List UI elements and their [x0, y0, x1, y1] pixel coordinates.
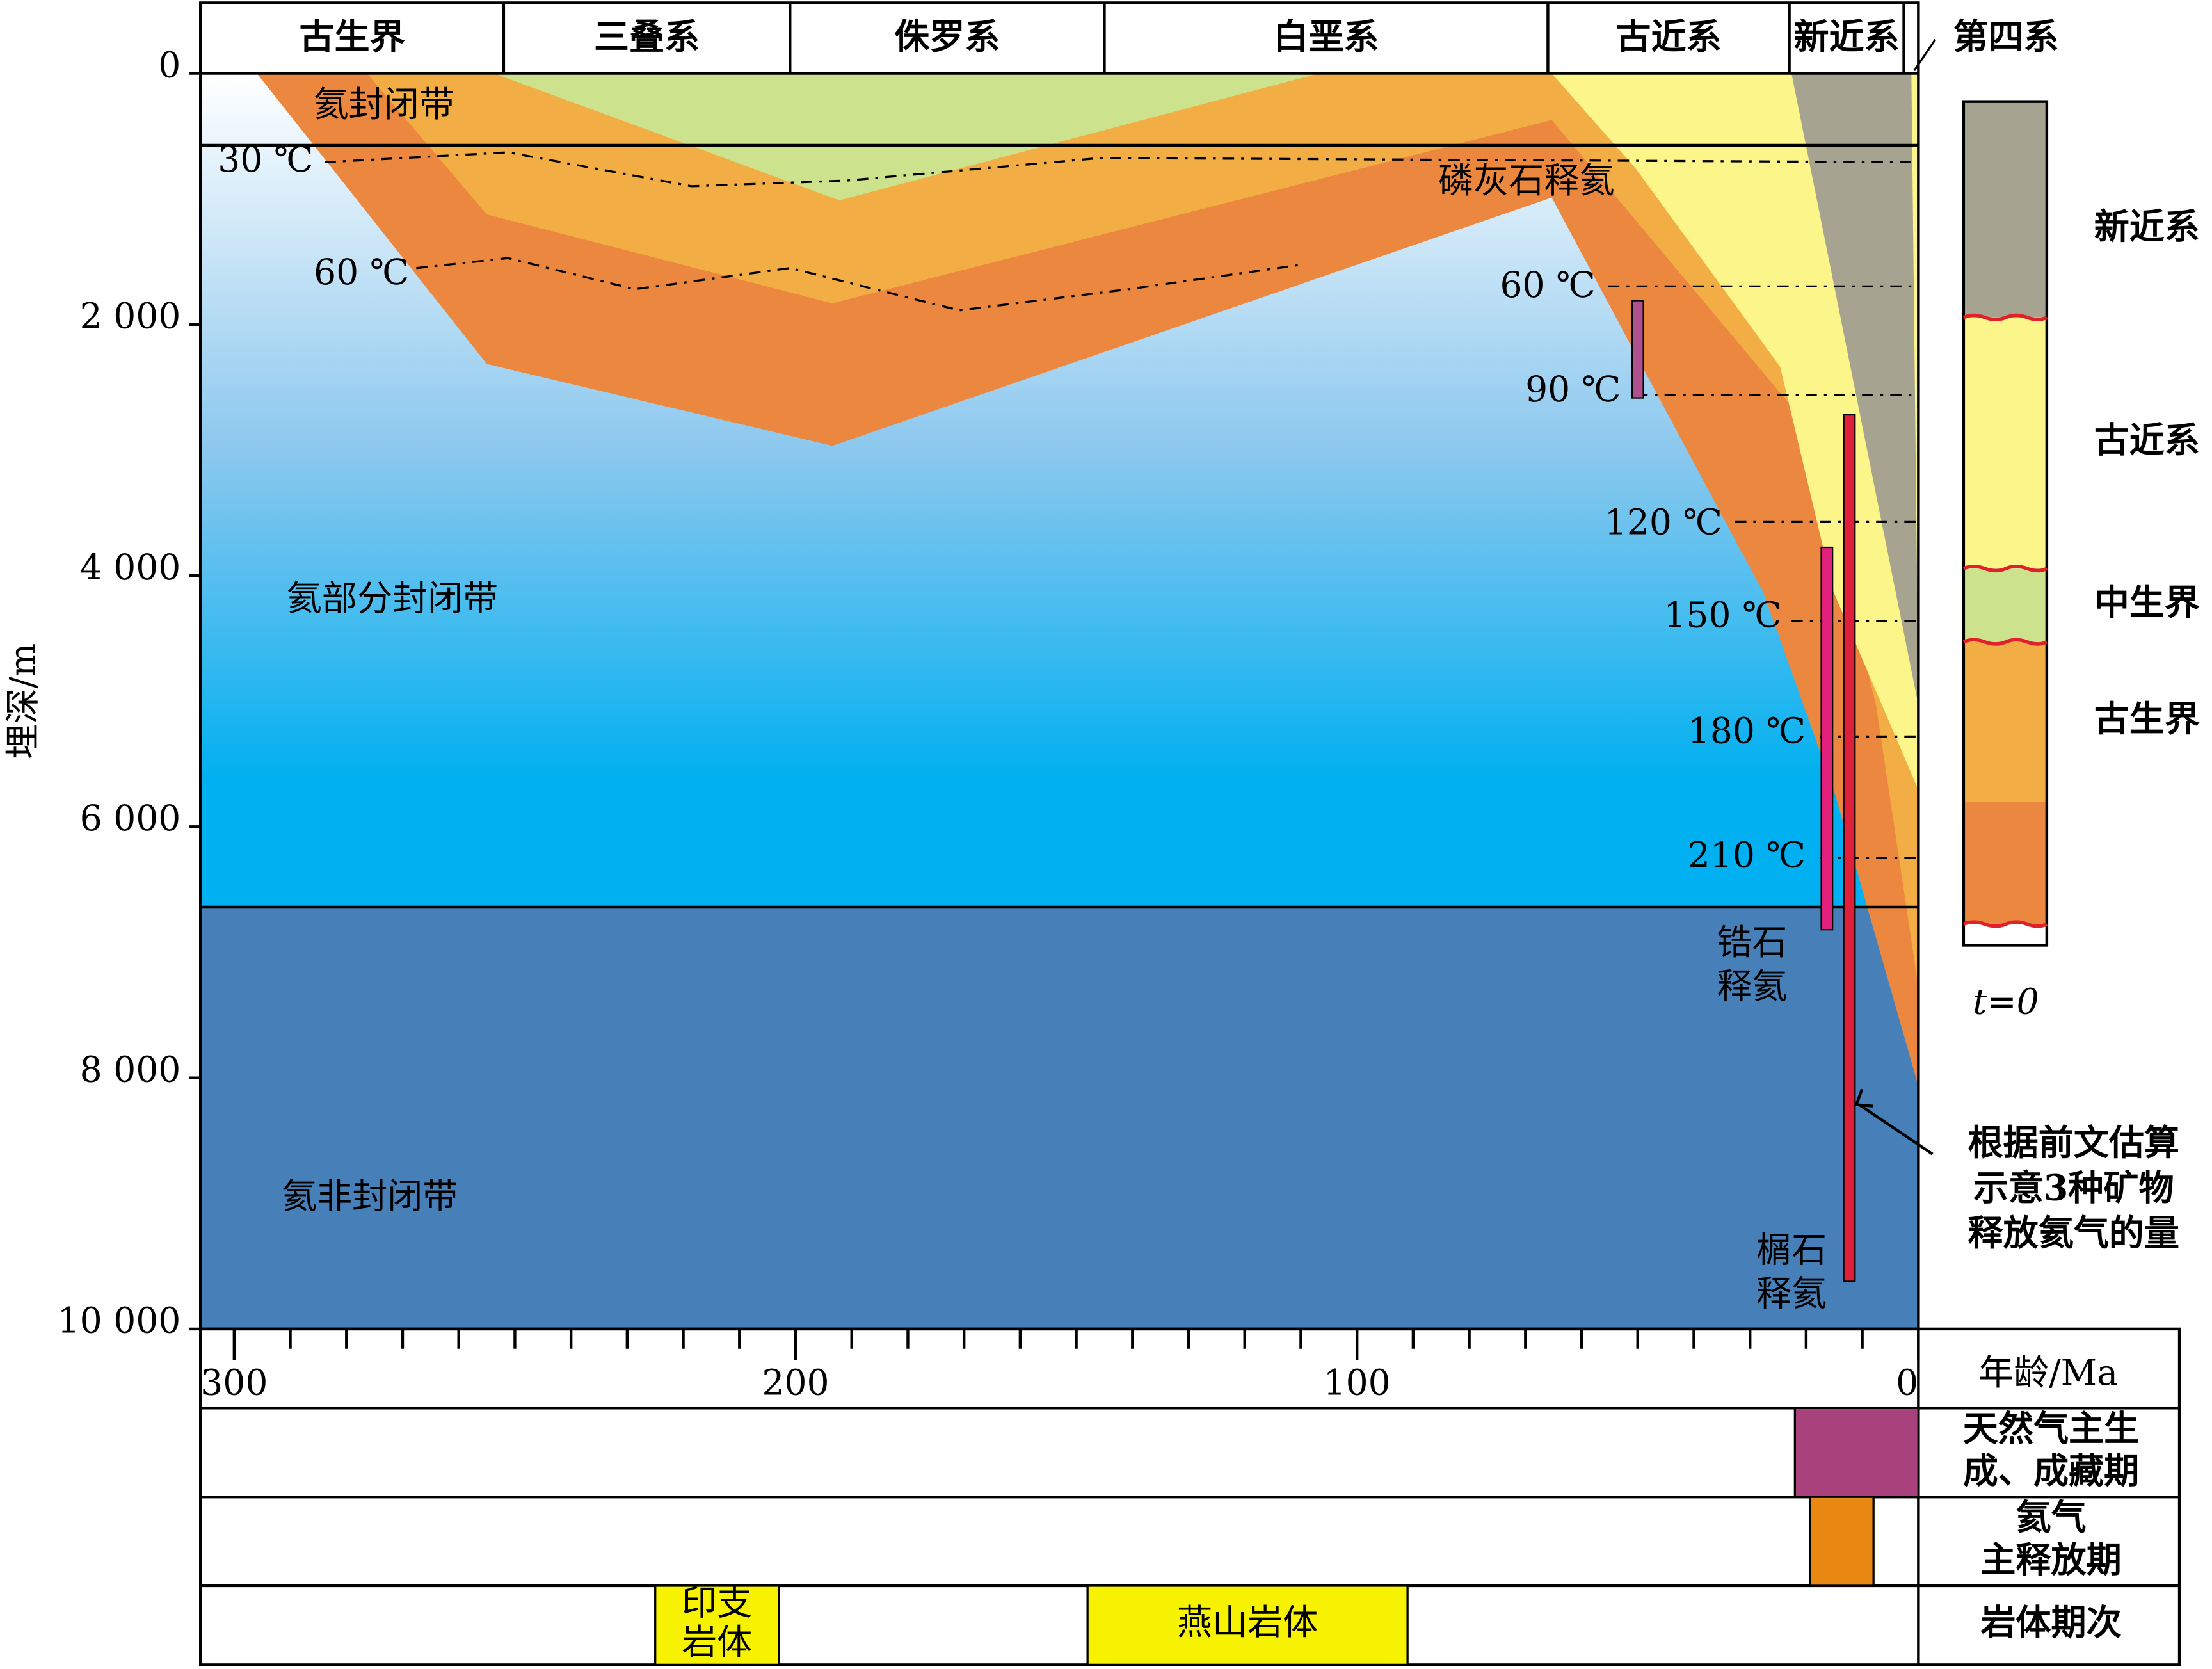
unconformity — [1962, 920, 2048, 928]
x-tick-label: 200 — [762, 1362, 829, 1403]
note-arrowhead — [1854, 1088, 1874, 1108]
temperature-label: 150 ℃ — [1663, 595, 1781, 636]
period-label: 白垩系 — [1273, 15, 1379, 57]
mineral-label: 释氦 — [1717, 965, 1787, 1006]
bar-label: 岩体 — [682, 1622, 752, 1663]
x-tick-label: 300 — [200, 1362, 268, 1403]
temperature-label: 180 ℃ — [1688, 710, 1806, 751]
row-label: 成、成藏期 — [1963, 1449, 2139, 1491]
mineral-label: 释氦 — [1756, 1273, 1827, 1314]
x-tick-label: 0 — [1896, 1362, 1918, 1403]
mineral-label: 磷灰石释氦 — [1438, 160, 1614, 201]
period-label: 古近系 — [1615, 15, 1721, 57]
mineral-label: 榍石 — [1756, 1229, 1827, 1270]
x-tick-label: 100 — [1324, 1362, 1391, 1403]
temperature-label: 120 ℃ — [1605, 501, 1722, 542]
temperature-label: 30 ℃ — [218, 139, 313, 180]
temperature-label: 90 ℃ — [1525, 369, 1621, 410]
period-label: 三叠系 — [594, 15, 700, 57]
period-label: 侏罗系 — [894, 15, 1000, 57]
period-label: 新近系 — [1793, 15, 1899, 57]
leader — [1913, 38, 1937, 72]
x-axis-label: 年龄/Ma — [1978, 1352, 2118, 1393]
paleogene — [1551, 73, 1919, 791]
note: 释放氦气的量 — [1968, 1212, 2179, 1254]
paleozoic-lower — [257, 73, 1919, 1086]
note: 示意3种矿物 — [1973, 1167, 2174, 1209]
period-bar — [1809, 1496, 1875, 1587]
unconformity — [1962, 638, 2048, 646]
mineral-label: 锆石 — [1717, 922, 1787, 963]
period-label: 古生界 — [299, 15, 405, 57]
temperature-label: 210 ℃ — [1688, 834, 1806, 875]
mesozoic — [493, 73, 1319, 200]
bar-label: 燕山岩体 — [1177, 1602, 1318, 1643]
isotherms — [325, 151, 1919, 859]
isotherm — [416, 257, 1298, 312]
row-label: 天然气主生 — [1963, 1407, 2139, 1449]
row-label: 岩体期次 — [1980, 1601, 2121, 1643]
period-outside: 第四系 — [1953, 15, 2058, 57]
zone-label: 氦非封闭带 — [282, 1176, 458, 1217]
strata — [200, 73, 1919, 1329]
zone-label: 氦部分封闭带 — [287, 577, 498, 618]
y-tick-label: 8 000 — [80, 1049, 181, 1090]
bar-label: 印支 — [682, 1582, 752, 1623]
zone-open — [200, 907, 1919, 1329]
legend-label: 中生界 — [2094, 581, 2200, 623]
mineral-bar — [1820, 546, 1834, 931]
note: 根据前文估算 — [1968, 1122, 2179, 1163]
y-tick-label: 10 000 — [58, 1300, 181, 1341]
mineral-bar — [1631, 300, 1644, 399]
period-bar — [1086, 1584, 1409, 1666]
y-tick-label: 2 000 — [80, 296, 181, 337]
period-bar — [654, 1584, 780, 1666]
unconformity — [1962, 565, 2048, 573]
legend-swatch — [1963, 801, 2047, 924]
legend-swatch — [1963, 101, 2047, 318]
temperature-label: 60 ℃ — [1500, 264, 1595, 305]
note-arrow — [1858, 1103, 1934, 1156]
y-tick-label: 4 000 — [80, 547, 181, 588]
legend-label: 古生界 — [2094, 698, 2200, 739]
legend-caption: t=0 — [1973, 981, 2039, 1022]
y-tick-label: 0 — [158, 44, 180, 85]
zone-label: 氦封闭带 — [314, 84, 454, 125]
legend-swatch — [1963, 568, 2047, 642]
unconformity — [1962, 313, 2048, 321]
mineral-bar — [1843, 414, 1856, 1282]
period-bar — [1793, 1407, 1919, 1498]
y-tick-label: 6 000 — [80, 798, 181, 839]
row-label: 氦气 — [2016, 1496, 2086, 1538]
y-axis-label: 埋深/m — [2, 643, 43, 759]
temperature-label: 60 ℃ — [314, 252, 409, 293]
legend-label: 新近系 — [2094, 206, 2200, 247]
row-label: 主释放期 — [1980, 1538, 2121, 1580]
legend-swatch — [1963, 641, 2047, 802]
legend-swatch — [1963, 317, 2047, 569]
legend-frame — [1962, 100, 2049, 947]
legend-label: 古近系 — [2094, 419, 2200, 461]
